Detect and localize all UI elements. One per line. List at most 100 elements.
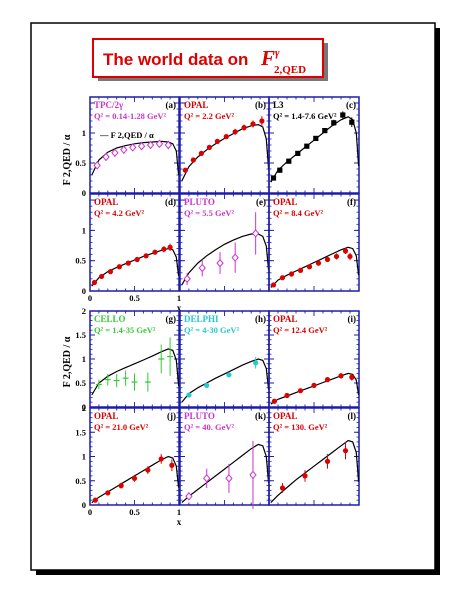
data-point [169, 462, 175, 468]
q2-label: Q² = 4.2 GeV² [94, 208, 145, 218]
y-tick-label: 0.5 [75, 158, 86, 168]
data-point [225, 474, 233, 483]
panel-tag: (g) [166, 314, 177, 324]
data-point [297, 267, 304, 273]
data-point [167, 244, 173, 250]
data-point [304, 143, 310, 149]
q2-label: Q² = 0.14-1.28 GeV² [94, 111, 166, 121]
qed-curve [270, 439, 360, 504]
data-point [223, 134, 229, 140]
panel-tag: (k) [255, 411, 266, 421]
data-point [129, 143, 137, 152]
y-tick-label: 1 [82, 225, 86, 235]
panel-tag: (h) [255, 314, 266, 324]
title-text: The world data on [103, 50, 248, 69]
panel-tag: (d) [165, 197, 176, 207]
data-point [324, 458, 331, 464]
data-point [322, 128, 328, 134]
data-point [164, 140, 172, 150]
data-point [182, 167, 188, 173]
data-point [152, 249, 158, 255]
data-point [324, 377, 331, 383]
x-tick-label: 1 [177, 507, 181, 517]
data-point [306, 264, 313, 270]
data-point [231, 253, 239, 262]
curve-legend: — F 2,QED / α [99, 130, 154, 140]
qed-curve [181, 233, 270, 286]
data-point [324, 256, 331, 263]
experiment-label: OPAL [273, 411, 297, 421]
data-point [313, 135, 319, 141]
q2-label: Q² = 1.4-35 GeV² [94, 325, 156, 335]
experiment-label: PLUTO [184, 197, 215, 207]
data-point [203, 474, 211, 483]
data-point [146, 140, 155, 150]
data-point [118, 483, 124, 489]
experiment-label: OPAL [184, 100, 208, 110]
data-point [91, 279, 98, 286]
experiment-label: PLUTO [184, 411, 215, 421]
y-tick-label: 0.5 [75, 476, 86, 486]
experiment-label: OPAL [94, 197, 118, 207]
x-tick-label: 0.5 [129, 507, 140, 517]
title-sup: γ [275, 47, 280, 59]
data-point [131, 475, 138, 481]
data-point [198, 150, 204, 156]
data-point [315, 260, 322, 266]
data-point [161, 246, 167, 252]
qed-curve [181, 358, 270, 403]
experiment-label: TPC/2γ [94, 100, 124, 110]
data-point [333, 253, 340, 260]
panel-tag: (e) [256, 197, 266, 207]
y-tick-label: 1 [82, 128, 86, 138]
data-point [270, 175, 277, 181]
data-point [288, 271, 295, 277]
title-banner: The world data on F γ 2,QED [92, 38, 328, 81]
data-point [251, 229, 260, 238]
panel-tag: (i) [348, 314, 357, 324]
data-point [297, 388, 304, 394]
title-symbol: F [260, 46, 275, 70]
data-point [93, 161, 101, 170]
qed-curve [181, 443, 270, 504]
y-tick-label: 1 [82, 452, 86, 462]
x-tick-label: 0 [88, 293, 92, 303]
data-point [143, 253, 149, 259]
panel-tag: (b) [255, 100, 266, 110]
experiment-label: OPAL [94, 411, 118, 421]
data-point [183, 274, 191, 284]
experiment-label: CELLO [94, 314, 126, 324]
x-axis-label: x [177, 517, 182, 527]
data-point [241, 125, 247, 131]
y-tick-label: 1.5 [75, 330, 86, 340]
data-point [92, 497, 98, 503]
y-tick-label: 2 [82, 306, 86, 316]
data-point [155, 139, 164, 149]
panel-tag: (f) [347, 197, 356, 207]
data-point [204, 382, 210, 388]
y-tick-label: 0 [82, 402, 86, 412]
y-tick-label: 0 [82, 500, 86, 510]
data-point [349, 374, 355, 380]
panel-tag: (j) [167, 411, 176, 421]
frame [30, 22, 436, 571]
q2-label: Q² = 40. GeV² [184, 422, 235, 432]
data-point [145, 467, 151, 473]
data-point [253, 360, 259, 366]
experiment-label: OPAL [273, 314, 297, 324]
data-point [98, 273, 105, 280]
q2-label: Q² = 2.2 GeV² [184, 111, 235, 121]
data-point [331, 120, 337, 126]
experiment-label: DELPHI [184, 314, 219, 324]
y-tick-label: 0 [82, 286, 86, 296]
qed-curve [91, 140, 180, 176]
q2-label: Q² = 8.4 GeV² [273, 208, 324, 218]
data-point [311, 382, 317, 388]
data-point [349, 119, 355, 125]
